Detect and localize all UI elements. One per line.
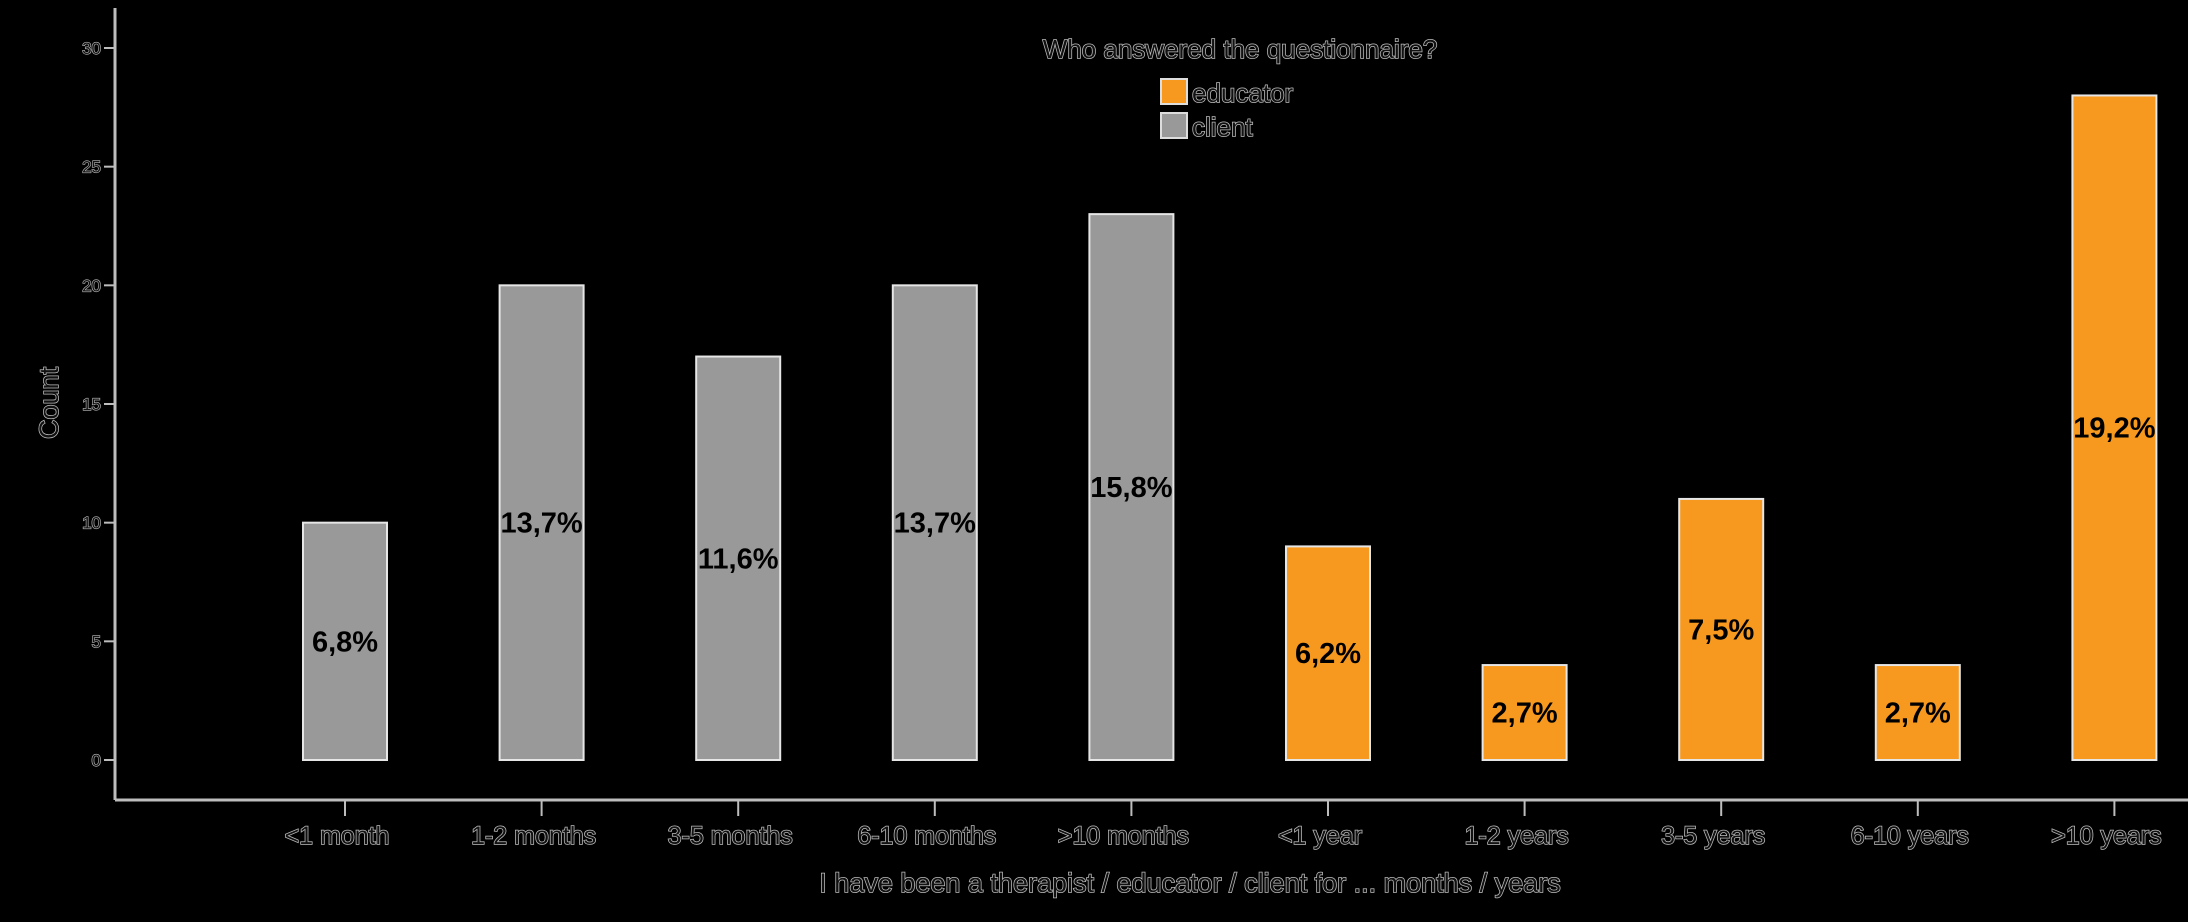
y-tick-label: 25 [82, 158, 101, 177]
legend: Who answered the questionnaire? educator… [1042, 33, 1438, 143]
x-axis-title: I have been a therapist / educator / cli… [819, 868, 1560, 898]
x-tick-label: <1 year [1278, 822, 1362, 850]
bar-value-label: 6,8% [312, 626, 378, 658]
y-axis-title: Count [34, 366, 64, 439]
bar-educator [1285, 545, 1371, 762]
bar-client [891, 284, 978, 761]
x-tick-label: 3-5 years [1661, 822, 1765, 850]
x-tick-label: 6-10 years [1851, 822, 1969, 850]
legend-swatch-educator [1160, 78, 1188, 105]
y-axis: 0 5 10 15 20 25 30 [81, 8, 117, 800]
bar-educator [2071, 94, 2158, 761]
x-tick-label: 6-10 months [857, 822, 996, 850]
bars [302, 94, 2158, 762]
y-tick-label: 5 [92, 632, 101, 651]
bar-client [695, 355, 782, 761]
legend-swatch-client [1160, 112, 1188, 139]
bar-client [302, 521, 388, 762]
legend-label-client: client [1192, 112, 1253, 142]
bar-value-label: 6,2% [1295, 638, 1361, 670]
y-tick-label: 15 [82, 395, 101, 414]
y-tick-label: 20 [82, 276, 101, 295]
x-axis: <1 month 1-2 months 3-5 months 6-10 months >… [115, 798, 2188, 851]
x-tick-label: 3-5 months [668, 822, 793, 850]
bar-educator [1481, 664, 1568, 761]
bar-client [498, 284, 585, 761]
x-tick-label: >10 months [1058, 822, 1189, 850]
bar-value-label: 7,5% [1688, 614, 1754, 646]
x-tick-label: <1 month [285, 822, 390, 850]
bar-value-label: 13,7% [894, 508, 976, 540]
x-tick-label: 1-2 years [1464, 822, 1568, 850]
bar-value-label: 11,6% [698, 543, 779, 575]
bar-client [1088, 213, 1175, 761]
bar-value-label: 2,7% [1885, 698, 1951, 730]
y-tick-label: 10 [82, 514, 101, 533]
bar-educator [1874, 664, 1961, 761]
y-tick-label: 0 [92, 751, 101, 770]
legend-title: Who answered the questionnaire? [1043, 34, 1438, 64]
bar-labels: 6,2% 2,7% 7,5% 2,7% 19,2% 6,8% 13,7% 11,6% 13,7%… [312, 413, 2156, 730]
bar-value-label: 19,2% [2073, 413, 2155, 445]
bar-value-label: 13,7% [500, 508, 582, 540]
x-tick-label: >10 years [2051, 822, 2162, 850]
legend-label-educator: educator [1192, 78, 1294, 108]
bar-value-label: 2,7% [1492, 698, 1558, 730]
bar-value-label: 15,8% [1090, 472, 1172, 504]
y-tick-label: 30 [82, 39, 101, 58]
bar-educator [1678, 497, 1765, 761]
x-tick-label: 1-2 months [471, 822, 596, 850]
